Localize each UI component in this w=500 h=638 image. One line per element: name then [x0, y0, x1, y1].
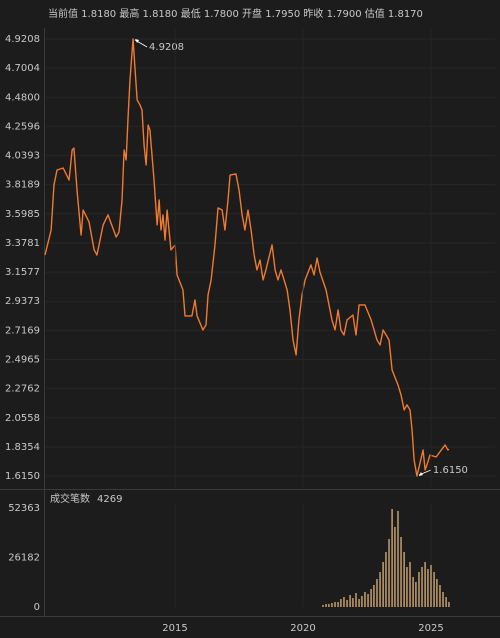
volume-bar [397, 510, 399, 607]
y-tick-label: 52363 [8, 503, 40, 514]
volume-bar [412, 576, 414, 607]
y-tick-label: 2.0558 [5, 413, 40, 424]
volume-bar [382, 561, 384, 607]
y-tick-label: 1.6150 [5, 471, 40, 482]
volume-bar [433, 571, 435, 607]
volume-bar [403, 551, 405, 607]
volume-bar [322, 604, 324, 607]
volume-bar [391, 508, 393, 607]
volume-bar [385, 551, 387, 607]
volume-bar [394, 526, 396, 607]
y-tick-label: 2.7169 [5, 325, 40, 336]
volume-bar [424, 561, 426, 607]
volume-bar [325, 603, 327, 607]
y-tick-label: 2.2762 [5, 384, 40, 395]
volume-bar [331, 602, 333, 607]
volume-bar [328, 603, 330, 607]
volume-bar [415, 581, 417, 607]
volume-bar [364, 591, 366, 607]
volume-bar [448, 601, 450, 607]
volume-title: 成交笔数 [50, 492, 90, 505]
x-tick-label: 2025 [418, 623, 443, 634]
volume-current: 4269 [97, 494, 122, 505]
volume-bar [370, 588, 372, 607]
x-tick-label: 2020 [290, 623, 315, 634]
volume-bar [388, 538, 390, 607]
y-tick-label: 2.9373 [5, 296, 40, 307]
annotation: 1.6150 [433, 465, 468, 476]
volume-bar [355, 592, 357, 607]
y-tick-label: 4.4800 [5, 92, 40, 103]
volume-bar [346, 600, 348, 607]
price-line [44, 38, 450, 477]
volume-bar [400, 536, 402, 607]
volume-bar [337, 601, 339, 607]
volume-bar [340, 599, 342, 607]
volume-bar [334, 601, 336, 607]
annotation: 4.9208 [149, 42, 184, 53]
volume-bar [436, 578, 438, 607]
volume-bar [406, 566, 408, 607]
volume-bar [421, 566, 423, 607]
y-tick-label: 4.2596 [5, 121, 40, 132]
chart-title: 当前值 1.8180 最高 1.8180 最低 1.7800 开盘 1.7950… [48, 7, 423, 20]
volume-bar [373, 584, 375, 607]
y-tick-label: 3.8189 [5, 180, 40, 191]
volume-bar [445, 596, 447, 607]
x-tick-label: 2015 [162, 623, 187, 634]
volume-bar [442, 591, 444, 607]
y-tick-label: 3.1577 [5, 267, 40, 278]
volume-bar [427, 568, 429, 607]
volume-bar [439, 584, 441, 607]
y-tick-label: 4.9208 [5, 34, 40, 45]
y-tick-label: 4.0393 [5, 151, 40, 162]
y-tick-label: 1.8354 [5, 442, 40, 453]
y-tick-label: 3.3781 [5, 238, 40, 249]
volume-bar [379, 571, 381, 607]
annotation-arrowhead [135, 38, 140, 43]
volume-bar [352, 597, 354, 607]
volume-bar [409, 561, 411, 607]
volume-bar [430, 564, 432, 607]
volume-bar [343, 596, 345, 607]
y-tick-label: 4.7004 [5, 63, 40, 74]
y-tick-label: 2.4965 [5, 354, 40, 365]
volume-bar [376, 578, 378, 607]
volume-bar [418, 571, 420, 607]
volume-bar [358, 599, 360, 607]
y-tick-label: 3.5985 [5, 209, 40, 220]
volume-bar [361, 595, 363, 607]
y-tick-label: 0 [34, 602, 40, 613]
y-tick-label: 26182 [8, 552, 40, 563]
annotation-arrowhead [418, 472, 423, 477]
volume-bar [367, 593, 369, 607]
volume-bar [349, 594, 351, 607]
